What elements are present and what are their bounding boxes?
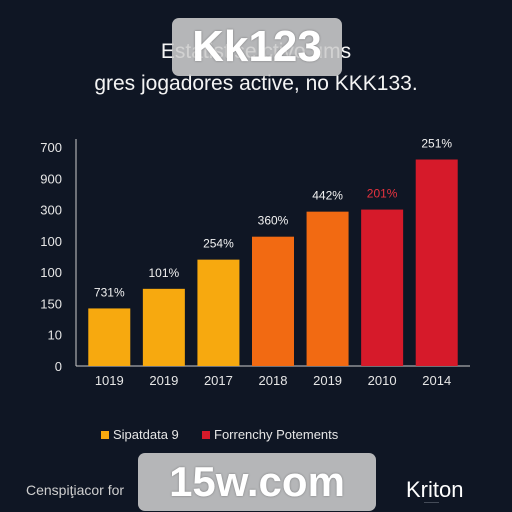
legend-swatch-red: [202, 431, 210, 439]
bar-data-label: 101%: [149, 266, 180, 280]
bar: [142, 288, 185, 366]
bar: [197, 259, 240, 366]
watermark-bottom: 15w.com: [138, 453, 376, 511]
bar-data-label: 360%: [258, 214, 289, 228]
bar: [252, 236, 294, 366]
brand-logo: Kriton: [406, 477, 464, 502]
chart-title-line-2: gres jogadores active, no KKK133.: [94, 72, 418, 95]
x-tick-label: 2017: [204, 373, 233, 388]
bar: [415, 159, 458, 366]
bar-data-label: 251%: [421, 137, 452, 151]
legend-item-series-2: Forrenchy Potements: [202, 427, 338, 442]
x-tick-label: 2019: [313, 373, 342, 388]
legend-label-series-2: Forrenchy Potements: [214, 427, 339, 442]
x-tick-label: 2014: [422, 373, 451, 388]
y-tick-label: 300: [40, 203, 62, 218]
watermark-top: Kk123: [172, 18, 342, 76]
y-tick-label: 0: [55, 359, 62, 374]
footnote-text: Censpiţiacor for: [26, 482, 125, 498]
y-tick-label: 700: [40, 140, 62, 155]
legend-item-series-1: Sipatdata 9: [101, 427, 179, 442]
bar-data-label: 442%: [312, 189, 343, 203]
bar-data-label: 731%: [94, 285, 125, 299]
bar: [361, 209, 404, 366]
bar-data-label: 201%: [367, 187, 398, 201]
bar-data-label: 254%: [203, 237, 234, 251]
y-tick-label: 900: [40, 171, 62, 186]
y-tick-label: 150: [40, 296, 62, 311]
y-tick-label: 100: [40, 265, 62, 280]
brand-subtext: ———: [424, 500, 439, 506]
y-tick-label: 10: [48, 328, 62, 343]
legend-swatch-yellow: [101, 431, 109, 439]
bar: [88, 308, 131, 366]
x-tick-label: 2010: [368, 373, 397, 388]
x-tick-label: 1019: [95, 373, 124, 388]
bar: [306, 211, 349, 366]
legend-label-series-1: Sipatdata 9: [113, 427, 179, 442]
x-tick-label: 2019: [149, 373, 178, 388]
x-tick-label: 2018: [259, 373, 288, 388]
y-tick-label: 100: [40, 234, 62, 249]
